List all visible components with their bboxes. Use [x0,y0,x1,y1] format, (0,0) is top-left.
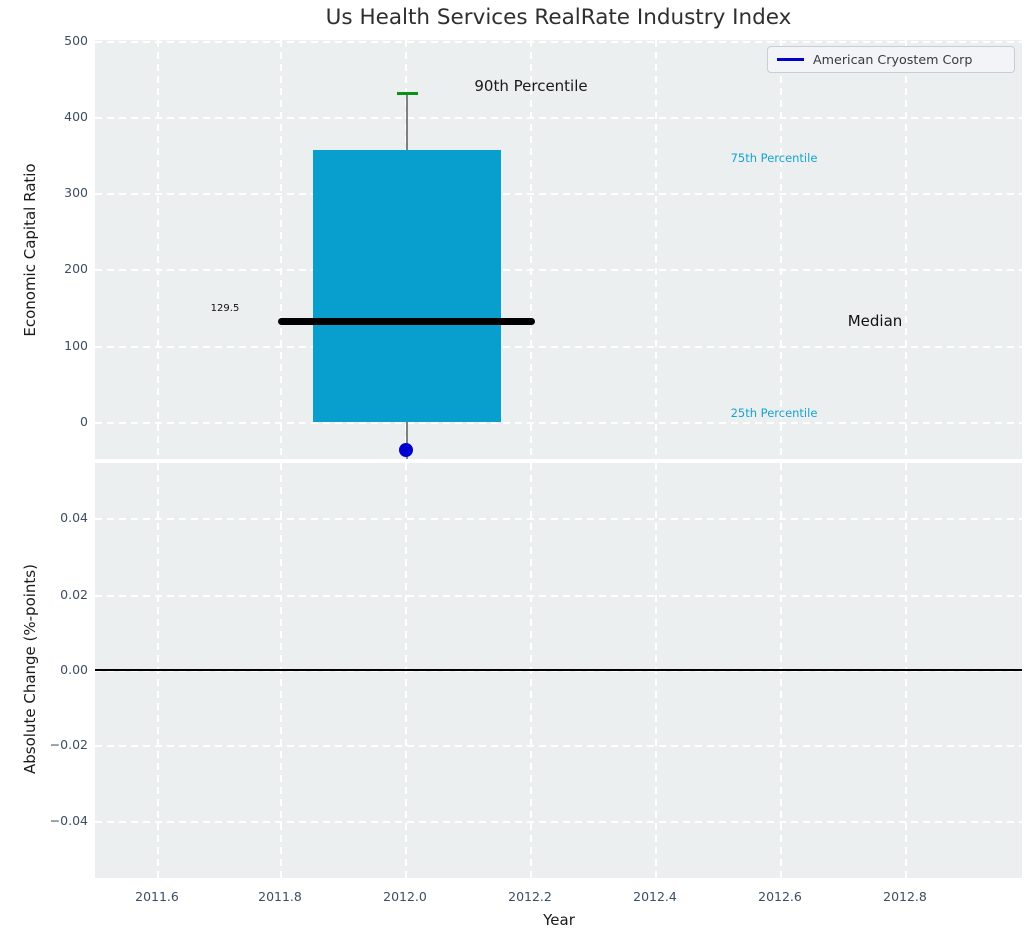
gridline-horizontal [95,422,1022,424]
legend-label: American Cryostem Corp [813,52,973,67]
gridline-horizontal [95,670,1022,672]
bottom-y-axis-label: Absolute Change (%-points) [21,564,39,774]
xtick: 2011.6 [135,889,179,904]
p75-percentile-label: 75th Percentile [730,151,818,165]
ytick-top: 400 [64,109,88,124]
xtick: 2012.2 [508,889,552,904]
gridline-horizontal [95,595,1022,597]
ytick-top: 200 [64,261,88,276]
top-y-axis-label: Economic Capital Ratio [21,163,39,337]
gridline-vertical [780,40,782,459]
ytick-top: 500 [64,33,88,48]
gridline-vertical [905,40,907,459]
median-line [278,318,535,325]
ytick-top: 300 [64,185,88,200]
top-subplot: 129.5 90th Percentile 75th Percentile 25… [95,40,1022,459]
ytick-bottom: 0.00 [60,662,88,677]
gridline-horizontal [95,193,1022,195]
ytick-bottom: −0.04 [49,813,88,828]
ytick-top: 100 [64,338,88,353]
bottom-subplot [95,463,1022,878]
x-axis-label: Year [543,911,575,929]
p90-whisker-cap [397,92,418,95]
median-text-label: Median [847,312,903,330]
company-data-point [399,443,413,457]
ytick-bottom: 0.04 [60,510,88,525]
ytick-bottom: −0.02 [49,737,88,752]
chart-title: Us Health Services RealRate Industry Ind… [325,5,792,30]
legend-line-swatch [777,58,804,61]
gridline-vertical [530,40,532,459]
xtick: 2011.8 [258,889,302,904]
legend: American Cryostem Corp [767,46,1015,73]
median-value-label: 129.5 [210,303,240,314]
interquartile-box [313,150,501,422]
gridline-horizontal [95,117,1022,119]
gridline-horizontal [95,41,1022,43]
xtick: 2012.0 [383,889,427,904]
p90-percentile-label: 90th Percentile [474,77,588,95]
gridline-horizontal [95,518,1022,520]
ytick-bottom: 0.02 [60,587,88,602]
xtick: 2012.6 [758,889,802,904]
gridline-vertical [280,40,282,459]
gridline-horizontal [95,269,1022,271]
gridline-horizontal [95,745,1022,747]
gridline-horizontal [95,821,1022,823]
gridline-vertical [655,40,657,459]
zero-reference-line [95,669,1022,671]
ytick-top: 0 [80,414,88,429]
gridline-vertical [157,40,159,459]
xtick: 2012.4 [633,889,677,904]
xtick: 2012.8 [883,889,927,904]
p25-percentile-label: 25th Percentile [730,406,818,420]
gridline-horizontal [95,346,1022,348]
